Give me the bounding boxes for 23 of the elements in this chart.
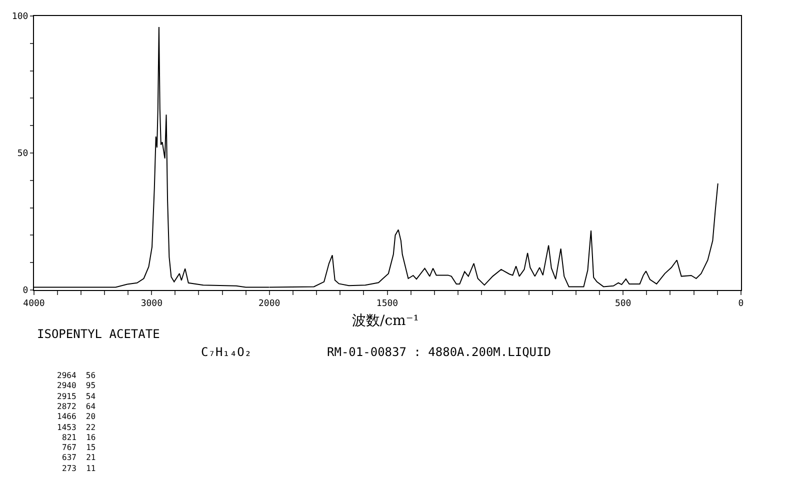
text: 273 11: [62, 464, 96, 473]
x-axis-title: 波数/cm⁻¹: [352, 313, 419, 329]
text: 637 21: [62, 453, 96, 462]
text: RM-01-00837 : 4880A.200M.LIQUID: [327, 345, 551, 359]
x-tick-label: 3000: [140, 298, 163, 309]
y-tick-label: 0: [22, 286, 28, 296]
x-tick-label: 500: [614, 298, 632, 309]
x-tick-label: 0: [738, 298, 744, 309]
x-tick-label: 1500: [376, 298, 398, 309]
text: 2940 95: [57, 381, 96, 390]
text: 767 15: [62, 443, 96, 452]
y-tick-label: 100: [12, 12, 28, 22]
x-tick-label: 4000: [23, 298, 45, 309]
x-tick-label: 2000: [258, 298, 280, 309]
y-tick-label: 50: [17, 149, 28, 160]
text: 1466 20: [57, 412, 96, 421]
text: 1453 22: [57, 423, 96, 432]
text: 2964 56: [57, 371, 96, 380]
text: C₇H₁₄O₂: [201, 345, 252, 359]
text: ISOPENTYL ACETATE: [37, 327, 160, 341]
text: 821 16: [62, 433, 96, 442]
text: 2915 54: [57, 392, 96, 401]
text: 2872 64: [57, 402, 96, 411]
